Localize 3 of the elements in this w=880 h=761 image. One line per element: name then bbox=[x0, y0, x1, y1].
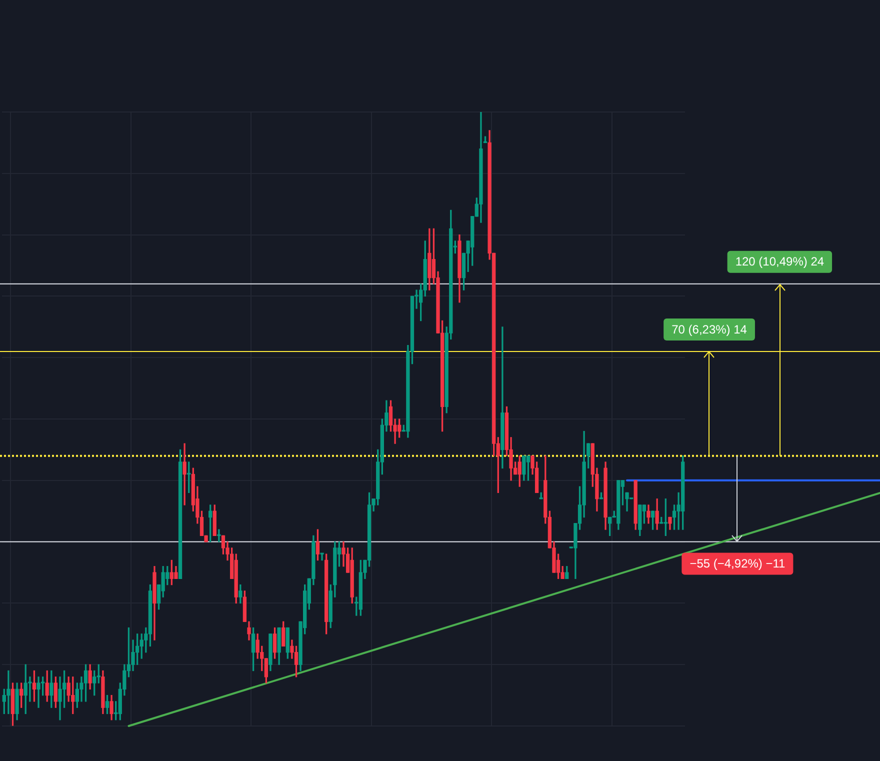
annotation: −55 (−4,92%) −11 bbox=[690, 556, 786, 571]
annotation: 120 (10,49%) 24 bbox=[735, 254, 824, 269]
annotation: 70 (6,23%) 14 bbox=[672, 322, 748, 336]
